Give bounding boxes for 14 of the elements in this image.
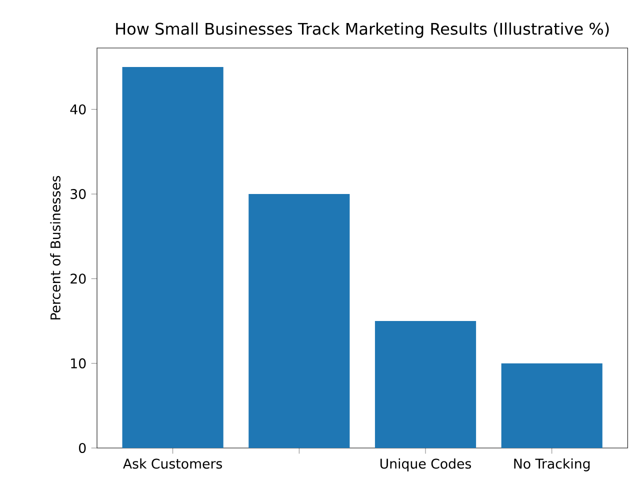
y-tick-label: 0: [78, 442, 86, 454]
bar: [374, 321, 476, 448]
x-tick-label: No Tracking: [514, 458, 590, 472]
bar: [248, 194, 350, 448]
bar: [122, 67, 224, 448]
y-tick-label: 10: [71, 358, 86, 368]
y-tick-label: 40: [70, 104, 86, 114]
bar: [501, 363, 602, 448]
y-tick-label: 30: [70, 188, 86, 200]
x-tick-label: Ask Customers: [123, 458, 222, 469]
x-tick-label: Unique Codes: [380, 458, 472, 472]
y-tick-label: 20: [70, 274, 86, 284]
y-axis-title: Percent of Businesses: [50, 176, 60, 320]
chart-title: How Small Businesses Track Marketing Results (Illustrative %): [116, 22, 609, 38]
